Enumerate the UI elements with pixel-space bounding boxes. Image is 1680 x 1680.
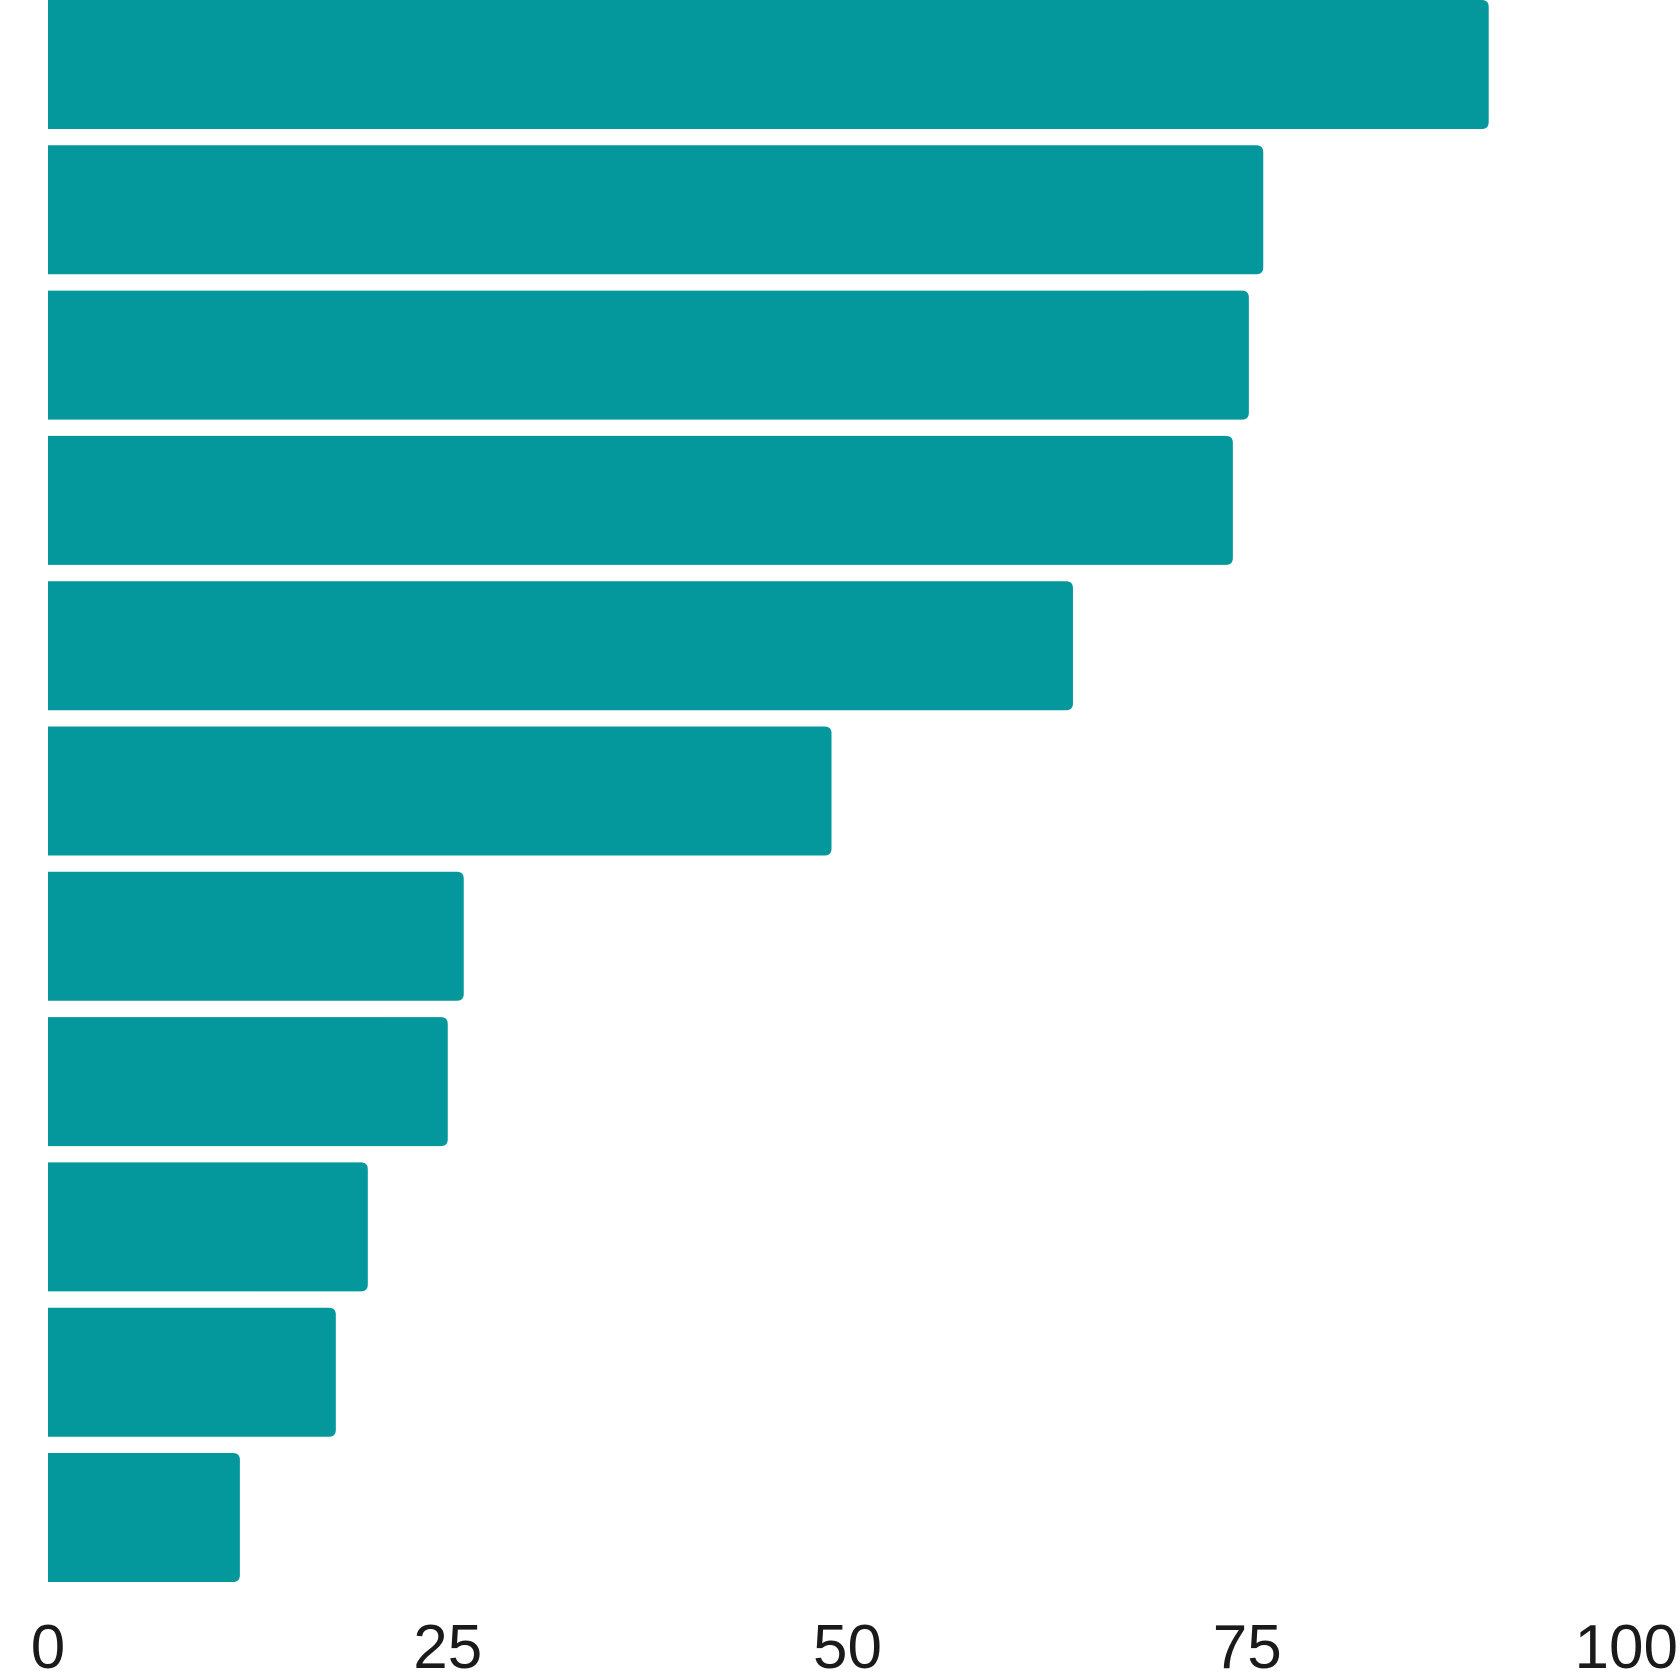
bar-10 xyxy=(48,1307,336,1437)
x-tick-label-25: 25 xyxy=(413,1613,482,1680)
bar-7 xyxy=(48,871,464,1001)
bar-5 xyxy=(48,581,1073,711)
x-tick-label-0: 0 xyxy=(31,1613,65,1680)
bars-group xyxy=(48,0,1489,1582)
bar-9 xyxy=(48,1162,368,1292)
bar-4 xyxy=(48,435,1233,565)
bar-8 xyxy=(48,1017,448,1147)
bar-2 xyxy=(48,145,1264,275)
bar-11 xyxy=(48,1453,240,1582)
bar-1 xyxy=(48,0,1489,129)
x-axis-ticks: 0 25 50 75 100 xyxy=(31,1613,1678,1680)
x-tick-label-100: 100 xyxy=(1575,1613,1678,1680)
bar-6 xyxy=(48,726,832,856)
x-tick-label-50: 50 xyxy=(813,1613,882,1680)
bar-3 xyxy=(48,290,1249,420)
x-tick-label-75: 75 xyxy=(1213,1613,1282,1680)
